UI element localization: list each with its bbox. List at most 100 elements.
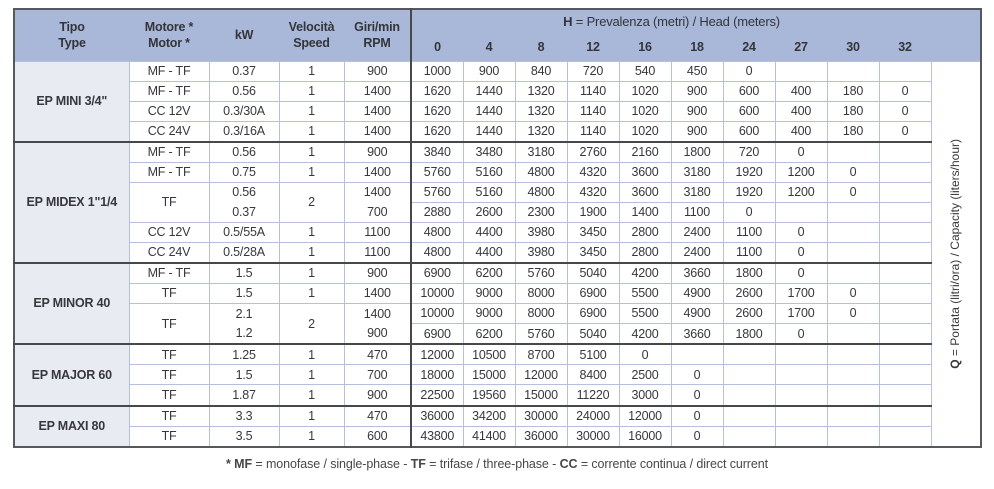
speed-cell: 1 [278, 261, 345, 285]
rpm-cell: 470 [343, 404, 412, 427]
flow-value-cell [878, 283, 932, 305]
flow-value-cell: 0 [774, 140, 828, 163]
flow-value-cell: 5040 [566, 323, 620, 345]
flow-value-cell: 2800 [618, 241, 672, 264]
flow-value-cell [878, 140, 932, 163]
flow-value-cell [774, 201, 828, 223]
flow-value-cell: 0 [774, 221, 828, 243]
flow-value-cell: 1100 [722, 221, 776, 243]
footnote-seg-0: * MF [226, 457, 253, 471]
flow-value-cell [878, 241, 932, 264]
motor-cell: TF [128, 343, 210, 366]
flow-value-cell: 4800 [514, 161, 568, 183]
flow-value-cell: 4400 [462, 221, 516, 243]
flow-value-cell: 1920 [722, 161, 776, 183]
flow-value-cell: 6200 [462, 261, 516, 285]
speed-cell: 1 [278, 120, 345, 143]
kw-cell: 1.5 [208, 364, 280, 386]
head-value-27: 27 [775, 34, 827, 61]
flow-value-cell: 6900 [410, 323, 464, 345]
flow-value-cell: 720 [722, 140, 776, 163]
flow-value-cell: 9000 [462, 283, 516, 305]
group-name-cell: EP MAJOR 60 [13, 343, 130, 407]
speed-cell: 1 [278, 161, 345, 183]
flow-value-cell: 720 [566, 60, 620, 82]
flow-value-cell: 6900 [566, 283, 620, 305]
head-value-30: 30 [827, 34, 879, 61]
rpm-cell: 1400 [343, 120, 412, 143]
rpm-cell: 1100 [343, 241, 412, 264]
rpm-cell: 470 [343, 343, 412, 366]
flow-value-cell [774, 425, 828, 448]
table-body: EP MINI 3/4" MF - TF 0.37 1 900 1000 900 840 720… [13, 60, 982, 448]
head-value-0: 0 [410, 34, 463, 61]
flow-value-cell: 36000 [410, 404, 464, 427]
flow-value-cell: 10000 [410, 303, 464, 325]
flow-value-cell: 2600 [462, 201, 516, 223]
kw-cell: 0.75 [208, 161, 280, 183]
flow-value-cell: 600 [722, 100, 776, 122]
flow-value-cell: 10000 [410, 283, 464, 305]
header-motor-line1: Motore * [144, 20, 194, 34]
motor-cell: CC 24V [128, 120, 210, 143]
flow-value-cell [878, 404, 932, 427]
flow-value-cell: 1020 [618, 80, 672, 102]
flow-value-cell: 1400 [618, 201, 672, 223]
flow-value-cell: 2300 [514, 201, 568, 223]
kw-cell: 2.1 [208, 303, 280, 324]
table-row: TF 2.1 2 1400 10000 9000 8000 6900 5500 4900 2600 1… [14, 303, 981, 345]
motor-cell: CC 24V [128, 241, 210, 264]
pump-spec-table-wrapper: Tipo Type Motore * Motor * kW Velocità S… [13, 8, 983, 448]
flow-value-cell [878, 221, 932, 243]
flow-value-cell: 2760 [566, 140, 620, 163]
table-row: CC 24V 0.5/28A 1 1100 4800 4400 3980 3450 2800 24… [14, 241, 981, 264]
table-row: MF - TF 0.56 1 1400 1620 1440 1320 1140 1020 900 6… [14, 80, 981, 102]
speed-cell: 1 [278, 100, 345, 122]
motor-cell: CC 12V [128, 221, 210, 243]
header-row-head-values: 0 4 8 12 16 18 24 27 30 32 [14, 34, 981, 61]
kw-cell: 0.56 [208, 140, 280, 163]
flow-value-cell: 900 [670, 100, 724, 122]
rpm-cell: 900 [343, 323, 412, 345]
speed-cell: 1 [278, 221, 345, 243]
rpm-cell: 1400 [343, 181, 412, 203]
flow-value-cell: 450 [670, 60, 724, 82]
flow-value-cell [774, 404, 828, 427]
motor-cell: TF [128, 364, 210, 386]
rpm-cell: 1400 [343, 283, 412, 305]
flow-value-cell [826, 364, 880, 386]
kw-cell: 1.5 [208, 283, 280, 305]
speed-cell: 1 [278, 425, 345, 448]
flow-value-cell: 19560 [462, 384, 516, 407]
flow-value-cell: 3600 [618, 161, 672, 183]
table-row: TF 1.5 1 700 18000 15000 12000 8400 2500 0 [14, 364, 981, 386]
speed-cell: 1 [278, 241, 345, 264]
flow-value-cell: 15000 [462, 364, 516, 386]
flow-value-cell [878, 181, 932, 203]
flow-value-cell: 2400 [670, 221, 724, 243]
head-value-4: 4 [463, 34, 515, 61]
flow-value-cell: 3980 [514, 241, 568, 264]
flow-value-cell: 1000 [410, 60, 464, 82]
flow-value-cell: 0 [878, 120, 932, 143]
flow-value-cell: 0 [826, 283, 880, 305]
flow-value-cell: 5760 [410, 161, 464, 183]
motor-cell: MF - TF [128, 80, 210, 102]
column-header-speed: Velocità Speed [279, 9, 344, 61]
flow-value-cell: 0 [670, 404, 724, 427]
motor-cell: MF - TF [128, 161, 210, 183]
kw-cell: 1.87 [208, 384, 280, 407]
flow-value-cell: 12000 [410, 343, 464, 366]
header-speed-line1: Velocità [288, 20, 335, 34]
kw-cell: 1.25 [208, 343, 280, 366]
speed-cell: 1 [278, 140, 345, 163]
rpm-cell: 1400 [343, 100, 412, 122]
flow-value-cell [878, 425, 932, 448]
flow-value-cell: 30000 [514, 404, 568, 427]
flow-value-cell: 900 [670, 120, 724, 143]
flow-value-cell: 4400 [462, 241, 516, 264]
flow-value-cell [826, 404, 880, 427]
flow-value-cell: 3180 [670, 181, 724, 203]
flow-value-cell: 0 [826, 181, 880, 203]
flow-value-cell: 400 [774, 80, 828, 102]
